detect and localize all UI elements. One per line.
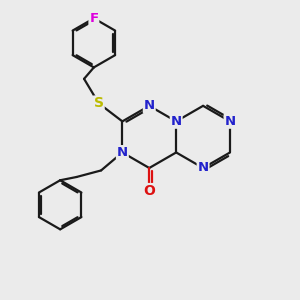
- Text: O: O: [143, 184, 155, 198]
- Text: N: N: [197, 161, 209, 175]
- Text: S: S: [94, 96, 104, 110]
- Text: N: N: [171, 115, 182, 128]
- Text: N: N: [117, 146, 128, 159]
- Text: N: N: [224, 115, 236, 128]
- Text: N: N: [144, 99, 155, 112]
- Text: F: F: [89, 12, 98, 25]
